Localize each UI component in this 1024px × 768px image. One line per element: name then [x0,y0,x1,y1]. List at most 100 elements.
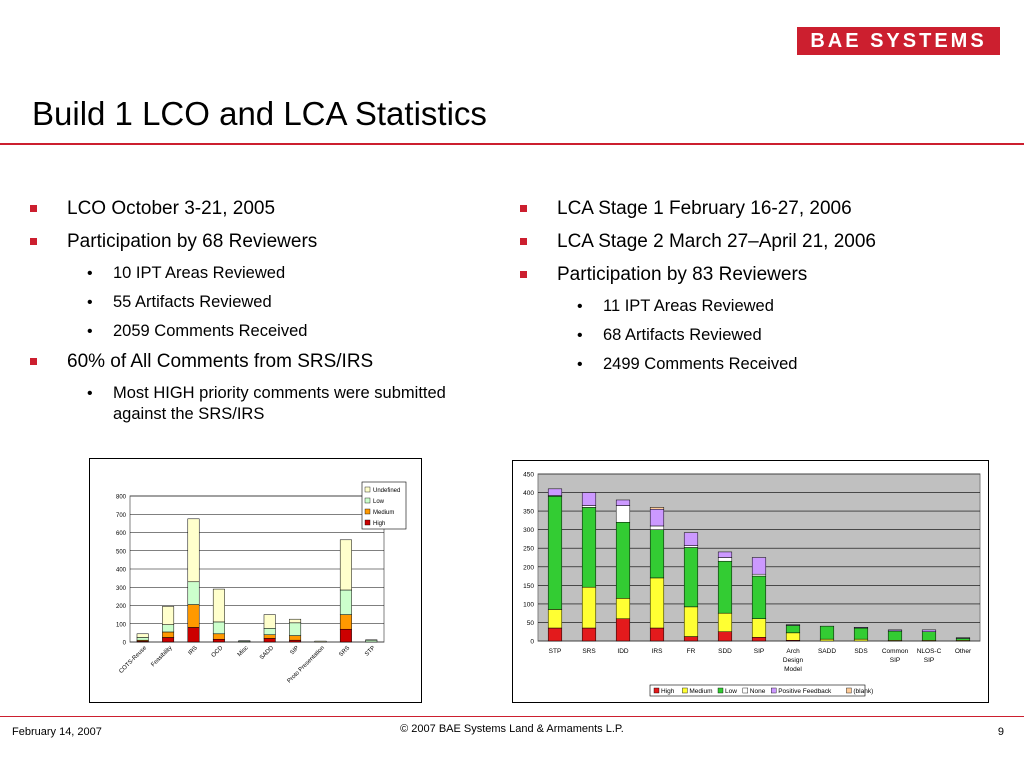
sub-bullet-text: 68 Artifacts Reviewed [603,326,762,344]
bar-segment [819,638,835,642]
bar-segment [751,557,767,575]
legend-label: Positive Feedback [778,688,832,695]
bar-segment [887,629,903,632]
y-tick-label: 400 [116,568,127,574]
bar-segment [921,631,937,641]
bar-segment [717,557,733,562]
bar-segment [339,614,352,630]
bar-segment [649,507,665,510]
x-tick-label: FR [687,648,696,655]
lca-stacked-bar-chart: 0 50 100 150 200 250 300 350 400 450 STP SRS IDD IRS F… [523,472,981,697]
bullet-item: Participation by 83 Reviewers [520,263,1000,287]
bar-segment [339,539,352,591]
bar-segment [717,631,733,642]
x-tick-label: SADD [818,648,836,655]
bullet-dot-icon: • [577,298,583,315]
footer-copyright: © 2007 BAE Systems Land & Armaments L.P. [400,723,624,735]
bar-segment [162,637,175,643]
bullet-dot-icon: • [87,385,93,402]
bullet-text: Participation by 68 Reviewers [67,231,318,252]
bar-segment [581,505,597,508]
x-tick-label: Arch Design Model [783,648,804,673]
bar-segment [751,575,767,619]
x-tick-label: STP [364,645,376,657]
bar-segment [615,618,631,642]
bullet-text: 60% of All Comments from SRS/IRS [67,351,374,372]
bullet-text: LCO October 3-21, 2005 [67,198,276,219]
x-tick-label: Common SIP [882,648,909,664]
bar-segment [162,606,175,625]
lco-chart: 0 100 200 300 400 500 600 700 800 COTS-Reuse Feasi… [89,458,422,703]
y-tick-label: 500 [116,549,127,555]
legend-swatch [717,687,724,694]
x-tick-label: OCD [211,645,225,659]
bar-segment [187,581,200,605]
bar-segment [751,637,767,642]
lca-chart: 0 50 100 150 200 250 300 350 400 450 STP SRS IDD IRS F… [512,460,989,703]
footer-divider [0,716,1024,717]
legend-label: High [661,688,675,695]
y-tick-label: 350 [523,509,534,516]
bar-segment [717,551,733,558]
bullet-square-icon [30,238,37,245]
legend-swatch [364,486,371,493]
bar-segment [339,589,352,615]
footer-date: February 14, 2007 [12,726,102,738]
sub-bullet-item: • 11 IPT Areas Reviewed [520,296,1000,317]
bullet-item: Participation by 68 Reviewers [30,230,470,254]
bar-segment [212,588,225,623]
bullet-item: LCA Stage 2 March 27–April 21, 2006 [520,230,1000,254]
bar-segment [581,627,597,642]
sub-bullet-item: • 2059 Comments Received [30,321,470,342]
y-tick-label: 800 [116,495,127,501]
bar-segment [683,606,699,637]
sub-bullet-text: 55 Artifacts Reviewed [113,293,272,311]
bullet-dot-icon: • [87,294,93,311]
bar-segment [649,509,665,527]
x-tick-label: SIP [289,645,300,656]
bullet-square-icon [30,205,37,212]
bar-segment [365,639,378,643]
bar-segment [785,625,801,634]
bar-segment [289,639,302,643]
bar-segment [853,638,869,642]
bar-segment [547,609,563,629]
x-tick-label: COTS-Reuse [118,645,148,675]
bar-segment [649,577,665,629]
bullet-text: LCA Stage 2 March 27–April 21, 2006 [557,231,876,252]
legend-swatch [846,687,852,694]
page-number: 9 [997,726,1004,738]
bullet-dot-icon: • [577,327,583,344]
bar-segment [212,633,225,640]
bar-segment [263,614,276,629]
right-bullet-list: LCA Stage 1 February 16-27, 2006 LCA Stag… [520,197,1000,383]
title-divider [0,143,1024,145]
bar-segment [581,586,597,629]
bae-systems-logo: BAE SYSTEMS [797,27,1000,55]
bar-segment [853,627,869,629]
y-tick-label: 100 [523,601,534,608]
x-tick-label: IDD [617,648,629,655]
bar-segment [615,598,631,619]
bar-segment [717,612,733,632]
bar-segment [289,622,302,636]
bar-segment [683,636,699,642]
bar-segment [187,604,200,628]
bar-segment [819,625,835,640]
bar-segment [649,627,665,642]
bar-segment [162,631,175,638]
sub-bullet-item: • Most HIGH priority comments were submit… [30,383,470,425]
bar-segment [955,638,971,641]
x-tick-label: IRS [188,645,199,656]
x-tick-label: IRS [652,648,664,655]
legend-swatch [771,687,777,694]
x-tick-label: SADD [259,645,276,662]
legend-label: High [373,521,385,527]
sub-bullet-item: • 68 Artifacts Reviewed [520,325,1000,346]
bar-segment [683,547,699,608]
bullet-dot-icon: • [87,265,93,282]
sub-bullet-item: • 10 IPT Areas Reviewed [30,263,470,284]
bullet-item: LCA Stage 1 February 16-27, 2006 [520,197,1000,221]
sub-bullet-text: 11 IPT Areas Reviewed [603,297,774,315]
bar-segment [136,633,149,638]
